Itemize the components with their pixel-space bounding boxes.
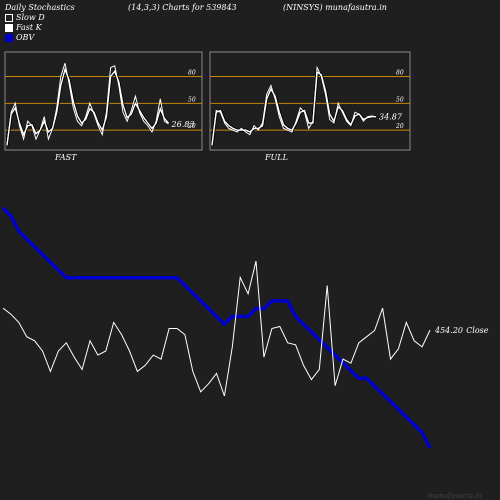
- panel-full-fast-k-line: [211, 65, 377, 145]
- footer-watermark: munafasutra.in: [428, 492, 482, 500]
- panel-fast-slow-d-line: [6, 67, 170, 146]
- panel-fast-value-label: 26.83: [171, 120, 195, 129]
- legend-swatch-fast-k: [5, 23, 13, 32]
- legend-label-slow-d: Slow D: [16, 13, 45, 22]
- close-price-label: 454.20: [434, 326, 463, 335]
- panel-full-level-label-80: 80: [396, 70, 404, 77]
- panel-full-level-label-50: 50: [396, 96, 404, 103]
- close-suffix-label: Close: [466, 326, 489, 335]
- legend-label-fast-k: Fast K: [16, 23, 42, 32]
- legend-label-obv: OBV: [16, 33, 35, 42]
- obv-line: [1, 206, 432, 449]
- panel-fast-level-label-50: 50: [188, 96, 196, 103]
- panel-fast-fast-k-line: [6, 63, 169, 145]
- panel-full-border: [209, 51, 411, 151]
- legend-swatch-obv: [5, 33, 13, 42]
- panel-fast-slow-d-outline: [5, 64, 170, 146]
- chart-source: (NINSYS) munafasutra.in: [283, 3, 387, 12]
- panel-full-slow-d-line: [211, 70, 376, 146]
- legend-slow-d: Slow D: [5, 13, 45, 22]
- panel-fast-border: [4, 51, 203, 151]
- legend-obv: OBV: [5, 33, 34, 42]
- panel-full-level-label-20: 20: [395, 123, 404, 130]
- chart-title: Daily Stochastics: [5, 3, 75, 12]
- legend-fast-k: Fast K: [5, 23, 42, 32]
- panel-fast-level-label-20: 20: [187, 123, 196, 130]
- price-line: [2, 260, 431, 397]
- panel-full-slow-d-outline: [210, 69, 376, 146]
- chart-params: (14,3,3) Charts for 539843: [128, 3, 237, 12]
- panel-full-value-label: 34.87: [379, 113, 403, 122]
- panel-fast-level-label-80: 80: [188, 70, 196, 77]
- panel-fast-label: FAST: [54, 153, 77, 162]
- legend-swatch-slow-d: [5, 13, 13, 22]
- panel-full-label: FULL: [264, 153, 288, 162]
